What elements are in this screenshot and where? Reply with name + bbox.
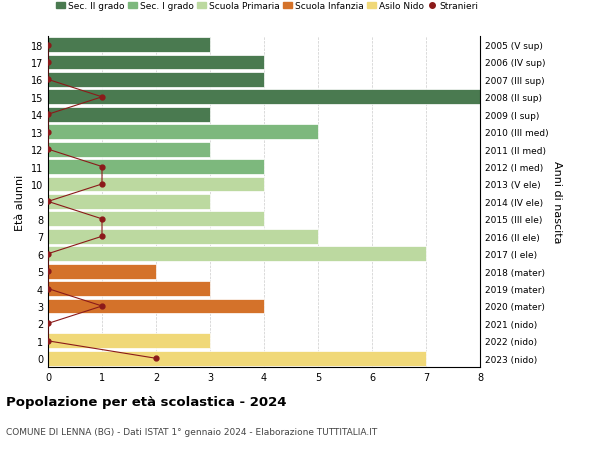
Text: Popolazione per età scolastica - 2024: Popolazione per età scolastica - 2024 [6, 395, 287, 408]
Bar [48, 38, 210, 53]
Y-axis label: Età alunni: Età alunni [15, 174, 25, 230]
Bar [48, 247, 426, 262]
Bar [48, 195, 210, 209]
Bar [48, 160, 264, 174]
Bar [48, 230, 318, 244]
Legend: Sec. II grado, Sec. I grado, Scuola Primaria, Scuola Infanzia, Asilo Nido, Stran: Sec. II grado, Sec. I grado, Scuola Prim… [53, 0, 482, 14]
Bar [48, 299, 264, 313]
Bar [48, 125, 318, 140]
Bar [48, 334, 210, 348]
Bar [48, 73, 264, 88]
Y-axis label: Anni di nascita: Anni di nascita [553, 161, 562, 243]
Bar [48, 264, 156, 279]
Bar [48, 212, 264, 227]
Bar [48, 142, 210, 157]
Bar [48, 107, 210, 123]
Bar [48, 90, 480, 105]
Text: COMUNE DI LENNA (BG) - Dati ISTAT 1° gennaio 2024 - Elaborazione TUTTITALIA.IT: COMUNE DI LENNA (BG) - Dati ISTAT 1° gen… [6, 427, 377, 436]
Bar [48, 281, 210, 297]
Bar [48, 177, 264, 192]
Bar [48, 351, 426, 366]
Bar [48, 56, 264, 70]
